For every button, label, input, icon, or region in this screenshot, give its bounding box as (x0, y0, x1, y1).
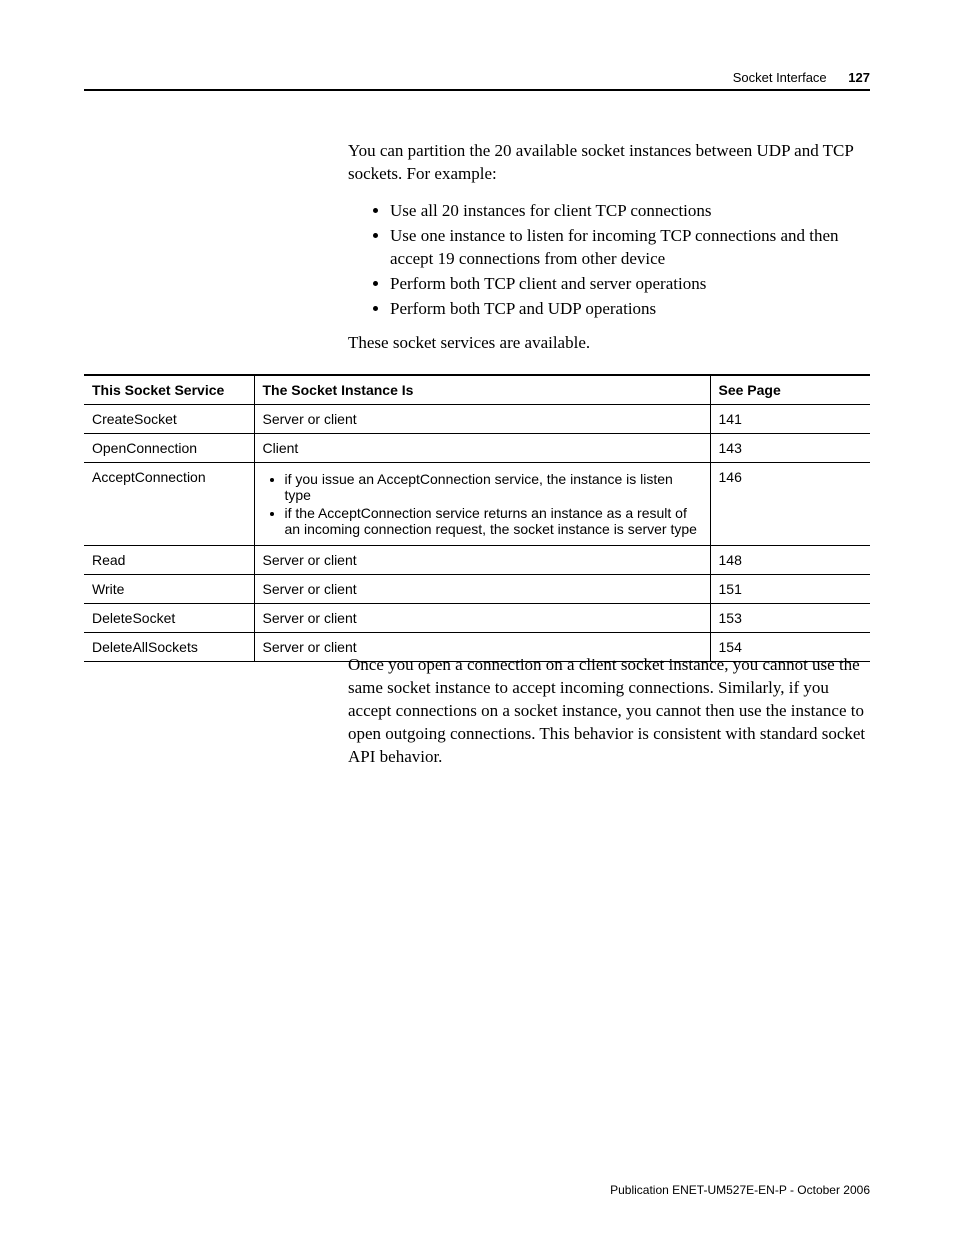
table-row: Write Server or client 151 (84, 575, 870, 604)
cell-instance: if you issue an AcceptConnection service… (254, 463, 710, 546)
table-header-page: See Page (710, 375, 870, 405)
cell-service: DeleteAllSockets (84, 633, 254, 662)
cell-instance: Server or client (254, 604, 710, 633)
cell-page: 151 (710, 575, 870, 604)
cell-instance: Server or client (254, 405, 710, 434)
publication-footer: Publication ENET-UM527E-EN-P - October 2… (610, 1183, 870, 1197)
socket-services-table: This Socket Service The Socket Instance … (84, 374, 870, 662)
cell-service: DeleteSocket (84, 604, 254, 633)
cell-service: OpenConnection (84, 434, 254, 463)
cell-service: AcceptConnection (84, 463, 254, 546)
cell-instance: Server or client (254, 546, 710, 575)
table-row: DeleteSocket Server or client 153 (84, 604, 870, 633)
table-header-service: This Socket Service (84, 375, 254, 405)
table-header-row: This Socket Service The Socket Instance … (84, 375, 870, 405)
table-header-instance: The Socket Instance Is (254, 375, 710, 405)
table-row: Read Server or client 148 (84, 546, 870, 575)
cell-page: 141 (710, 405, 870, 434)
table-row: OpenConnection Client 143 (84, 434, 870, 463)
cell-service: Read (84, 546, 254, 575)
cell-page: 146 (710, 463, 870, 546)
cell-page: 143 (710, 434, 870, 463)
cell-page: 148 (710, 546, 870, 575)
bullet-item: Use all 20 instances for client TCP conn… (390, 200, 870, 223)
header-page-number: 127 (848, 70, 870, 85)
intro-paragraph: You can partition the 20 available socke… (348, 140, 870, 186)
cell-instance-item: if you issue an AcceptConnection service… (285, 471, 702, 503)
table-row: CreateSocket Server or client 141 (84, 405, 870, 434)
table-row: AcceptConnection if you issue an AcceptC… (84, 463, 870, 546)
table-lead-in: These socket services are available. (348, 332, 870, 355)
header-section: Socket Interface (733, 70, 827, 85)
closing-paragraph: Once you open a connection on a client s… (348, 654, 870, 769)
cell-page: 153 (710, 604, 870, 633)
running-header: Socket Interface 127 (84, 70, 870, 91)
cell-instance: Server or client (254, 575, 710, 604)
cell-instance-item: if the AcceptConnection service returns … (285, 505, 702, 537)
page: Socket Interface 127 You can partition t… (0, 0, 954, 1235)
cell-service: Write (84, 575, 254, 604)
bullet-item: Perform both TCP and UDP operations (390, 298, 870, 321)
cell-service: CreateSocket (84, 405, 254, 434)
example-bullets: Use all 20 instances for client TCP conn… (348, 198, 870, 323)
cell-instance: Client (254, 434, 710, 463)
bullet-item: Use one instance to listen for incoming … (390, 225, 870, 271)
bullet-item: Perform both TCP client and server opera… (390, 273, 870, 296)
